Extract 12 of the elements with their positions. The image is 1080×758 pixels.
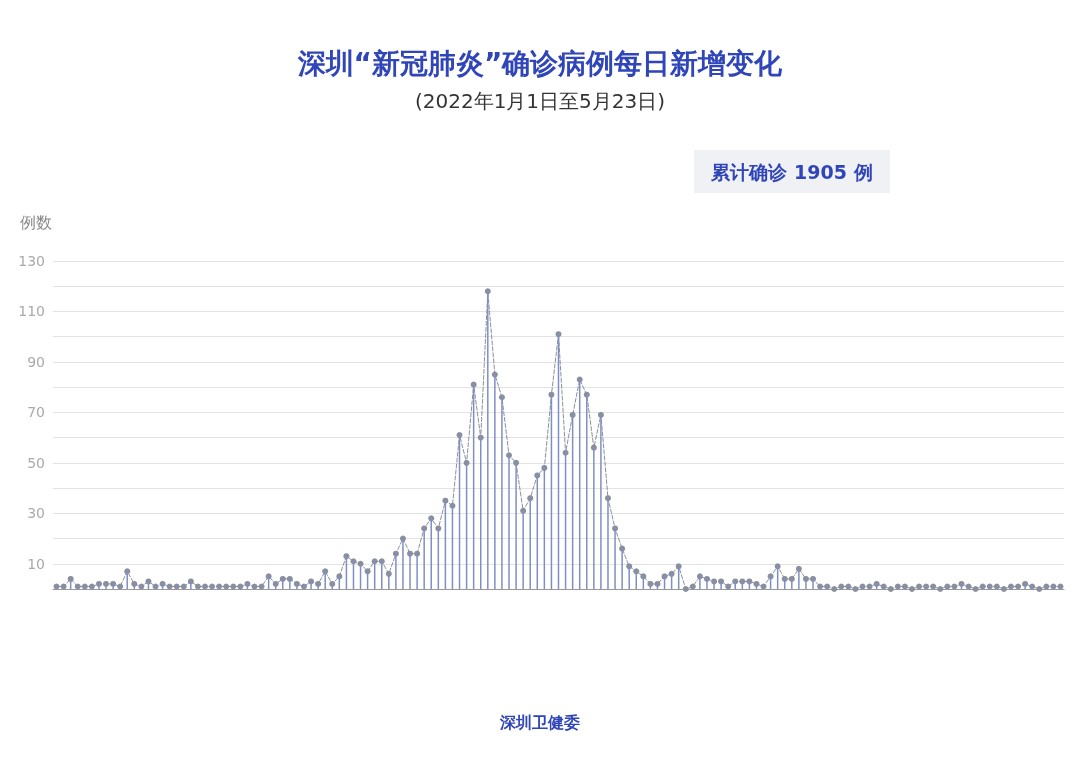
text: 深圳卫健委 xyxy=(499,712,580,732)
y-tick-label: 110 xyxy=(18,303,45,320)
y-tick-label: 130 xyxy=(18,253,45,269)
y-tick-label: 90 xyxy=(27,353,45,370)
text: 累计确诊 1905 例 xyxy=(710,161,873,183)
chart-subtitle: (2022年1月1日至5月23日) xyxy=(414,89,666,113)
y-tick-label: 50 xyxy=(27,454,45,471)
y-tick-label: 10 xyxy=(27,555,45,572)
y-tick-label: 70 xyxy=(27,404,45,421)
y-tick-label: 30 xyxy=(27,505,45,522)
y-axis-title: 例数 xyxy=(20,212,52,232)
chart-title: 深圳“新冠肺炎”确诊病例每日新增变化 xyxy=(296,46,784,80)
